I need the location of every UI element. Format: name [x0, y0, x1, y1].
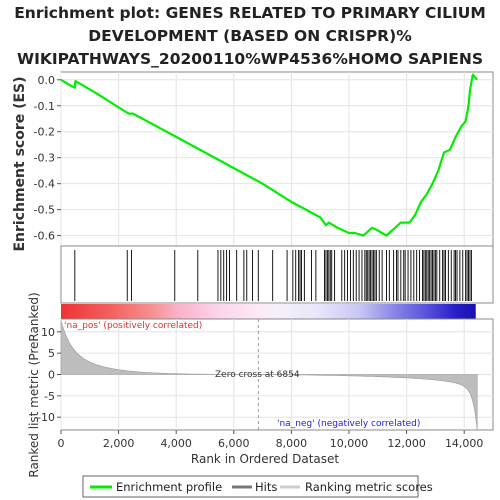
- x-axis-label: Rank in Ordered Dataset: [191, 452, 339, 466]
- x-tick-label: 12,000: [387, 437, 426, 450]
- es-panel: 0.0 -0.1 -0.2 -0.3 -0.4 -0.5 -0.6: [34, 71, 494, 247]
- x-tick-label: 10,000: [330, 437, 369, 450]
- metric-y-tick-label: -10: [37, 411, 55, 424]
- x-tick-label: 6,000: [218, 437, 250, 450]
- metric-panel: 10 5 0 -5 -10: [37, 318, 494, 431]
- x-tick-label: 2,000: [103, 437, 135, 450]
- zero-cross-label: Zero cross at 6854: [215, 370, 300, 380]
- es-y-tick-label: -0.4: [34, 178, 55, 191]
- ranking-heatmap-strip: [61, 304, 476, 319]
- chart-title-line-2: DEVELOPMENT (BASED ON CRISPR)%: [88, 27, 412, 45]
- x-tick-label: 0: [58, 437, 65, 450]
- ranking-heatmap-bar: [61, 304, 476, 319]
- x-tick-label: 4,000: [160, 437, 192, 450]
- es-y-tick-label: -0.3: [34, 152, 55, 165]
- hits-panel-frame: [60, 245, 494, 304]
- es-y-tick-label: -0.5: [34, 204, 55, 217]
- ranking-metric-area: [60, 320, 478, 431]
- neg-label: 'na_neg' (negatively correlated): [277, 419, 420, 429]
- metric-y-tick-label: 0: [48, 369, 55, 382]
- enrichment-profile-line: [60, 73, 479, 237]
- es-y-tick-label: -0.2: [34, 126, 55, 139]
- chart-title-line-1: Enrichment plot: GENES RELATED TO PRIMAR…: [14, 4, 486, 22]
- y-axis-label-top: Enrichment score (ES): [12, 76, 28, 251]
- legend: Enrichment profile Hits Ranking metric s…: [82, 475, 433, 498]
- y-axis-label-bottom: Ranked list metric (PreRanked): [27, 292, 41, 477]
- es-panel-frame: [60, 71, 494, 247]
- hits-panel: [60, 245, 494, 304]
- x-tick-label: 14,000: [445, 437, 484, 450]
- es-y-tick-label: 0.0: [38, 74, 56, 87]
- es-y-tick-label: -0.1: [34, 100, 55, 113]
- x-tick-label: 8,000: [276, 437, 308, 450]
- pos-label: 'na_pos' (positively correlated): [64, 321, 202, 331]
- axes: 0 2,000 4,000 6,000 8,000 10,000 12,000 14,000: [58, 430, 484, 450]
- legend-label-hits: Hits: [255, 480, 277, 494]
- metric-y-tick-label: 10: [41, 326, 55, 339]
- legend-label-ranking-metric: Ranking metric scores: [305, 480, 433, 494]
- chart-title-line-3: WIKIPATHWAYS_20200110%WP4536%HOMO SAPIEN…: [17, 50, 483, 68]
- es-y-tick-label: -0.6: [34, 230, 55, 243]
- metric-y-tick-label: -5: [44, 390, 55, 403]
- legend-label-enrichment-profile: Enrichment profile: [116, 480, 222, 494]
- metric-y-tick-label: 5: [48, 347, 55, 360]
